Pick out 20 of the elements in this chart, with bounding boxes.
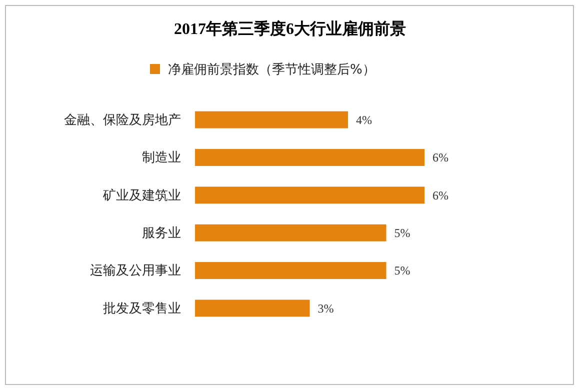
data-label: 5% (394, 226, 410, 240)
data-label: 6% (432, 188, 448, 202)
y-tick-label: 批发及零售业 (103, 301, 181, 316)
bar (195, 186, 424, 204)
chart-title: 2017年第三季度6大行业雇佣前景 (174, 19, 406, 38)
y-tick-label: 金融、保险及房地产 (64, 112, 181, 128)
y-tick-label: 矿业及建筑业 (102, 188, 181, 204)
bar (195, 111, 348, 128)
data-label: 4% (356, 112, 372, 127)
bar (195, 300, 310, 317)
data-label: 3% (318, 301, 334, 316)
data-label: 6% (432, 150, 448, 165)
bar (195, 262, 386, 280)
bar (195, 148, 424, 166)
bar (195, 224, 386, 242)
legend-label: 净雇佣前景指数（季节性调整后%） (168, 62, 376, 78)
y-tick-label: 服务业 (142, 226, 181, 242)
y-tick-label: 制造业 (142, 150, 181, 166)
y-tick-label: 运输及公用事业 (90, 264, 181, 279)
data-label: 5% (394, 264, 410, 278)
